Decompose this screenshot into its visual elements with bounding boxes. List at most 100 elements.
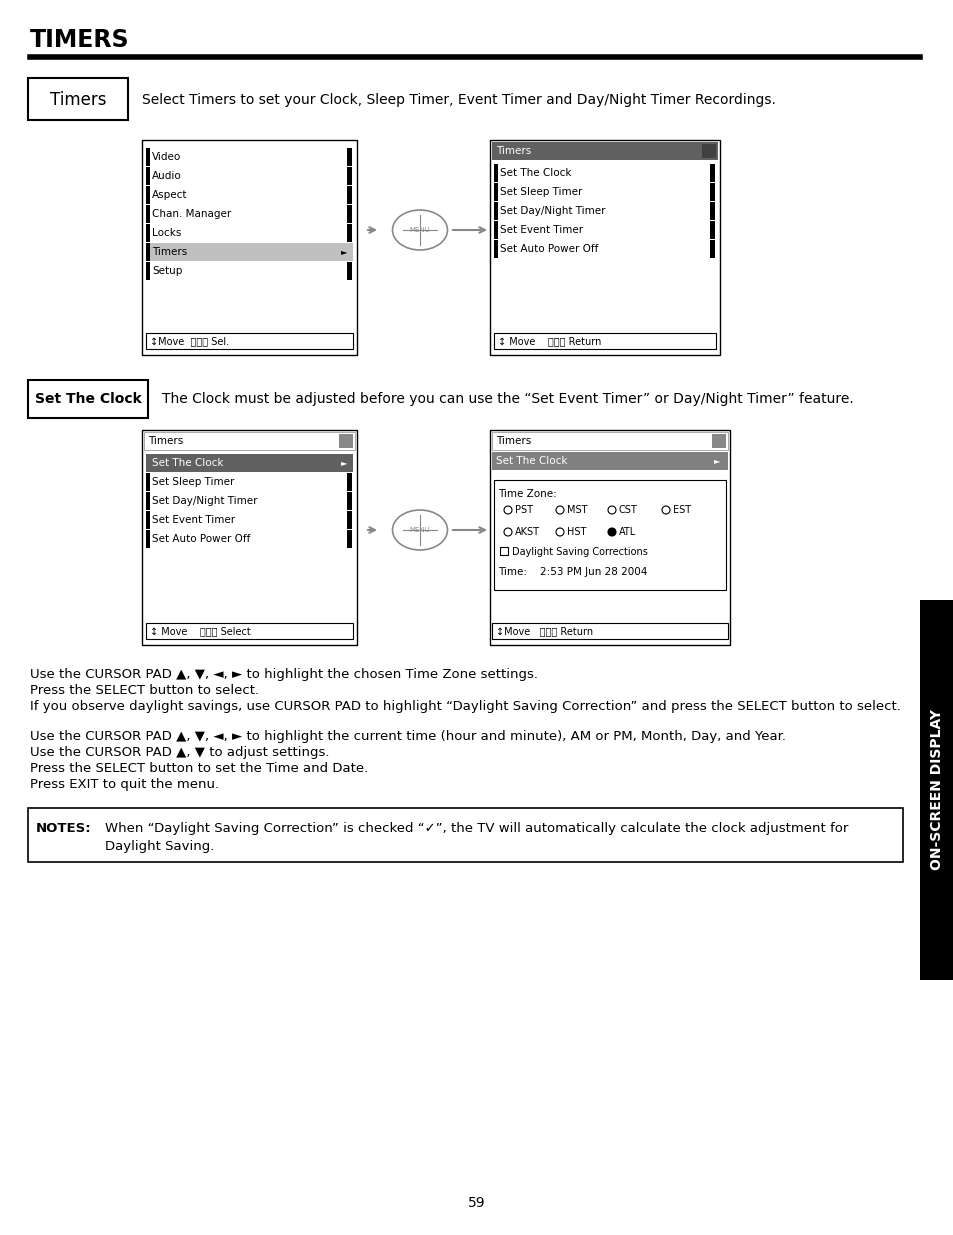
Text: Time:    2:53 PM Jun 28 2004: Time: 2:53 PM Jun 28 2004	[497, 567, 647, 577]
Bar	[492, 432, 727, 450]
Text: Setup: Setup	[152, 266, 182, 275]
Text: ↕Move   Ⓢⓔⓛ Return: ↕Move Ⓢⓔⓛ Return	[496, 626, 593, 636]
Bar	[347, 186, 352, 204]
Text: Chan. Manager: Chan. Manager	[152, 209, 231, 219]
Text: Video: Video	[152, 152, 181, 162]
Text: AKST: AKST	[515, 527, 539, 537]
Text: Press the SELECT button to select.: Press the SELECT button to select.	[30, 684, 259, 697]
Text: Set Day/Night Timer: Set Day/Night Timer	[499, 206, 605, 216]
Bar	[146, 186, 353, 204]
Text: Set The Clock: Set The Clock	[152, 458, 223, 468]
Text: Press EXIT to quit the menu.: Press EXIT to quit the menu.	[30, 778, 219, 790]
Bar	[492, 142, 718, 161]
Bar	[347, 262, 352, 280]
Bar	[494, 164, 716, 182]
Text: Use the CURSOR PAD ▲, ▼, ◄, ► to highlight the chosen Time Zone settings.: Use the CURSOR PAD ▲, ▼, ◄, ► to highlig…	[30, 668, 537, 680]
Bar	[494, 480, 725, 590]
Bar	[701, 144, 716, 158]
Bar	[347, 224, 352, 242]
Bar	[146, 167, 150, 185]
Bar	[494, 221, 716, 240]
Text: Select Timers to set your Clock, Sleep Timer, Event Timer and Day/Night Timer Re: Select Timers to set your Clock, Sleep T…	[142, 93, 775, 107]
Bar	[709, 221, 714, 240]
Bar	[490, 140, 720, 354]
Text: Press the SELECT button to set the Time and Date.: Press the SELECT button to set the Time …	[30, 762, 368, 776]
Bar	[492, 622, 727, 638]
Text: ►: ►	[713, 457, 720, 466]
Text: ►: ►	[340, 458, 347, 468]
Bar	[347, 148, 352, 165]
Bar	[499, 547, 507, 555]
Bar	[146, 333, 353, 350]
Text: Timers: Timers	[496, 146, 531, 156]
Text: PST: PST	[515, 505, 533, 515]
Bar	[146, 530, 353, 548]
Bar	[142, 140, 356, 354]
Text: Set Auto Power Off: Set Auto Power Off	[152, 534, 250, 543]
Bar	[494, 183, 716, 201]
Bar	[146, 492, 353, 510]
Text: If you observe daylight savings, use CURSOR PAD to highlight “Daylight Saving Co: If you observe daylight savings, use CUR…	[30, 700, 900, 713]
Bar	[494, 240, 497, 258]
Text: Set Event Timer: Set Event Timer	[152, 515, 234, 525]
Bar	[146, 148, 353, 165]
Text: Set Sleep Timer: Set Sleep Timer	[499, 186, 581, 198]
Bar	[494, 164, 497, 182]
Text: Aspect: Aspect	[152, 190, 188, 200]
Bar	[711, 433, 725, 448]
Circle shape	[607, 529, 616, 536]
Bar	[347, 473, 352, 492]
Bar	[146, 511, 353, 529]
Bar	[146, 224, 150, 242]
Bar	[28, 78, 128, 120]
Bar	[28, 380, 148, 417]
Bar	[709, 203, 714, 220]
Bar	[347, 511, 352, 529]
Bar	[146, 473, 353, 492]
Bar	[492, 452, 727, 471]
Bar	[494, 221, 497, 240]
Text: Set The Clock: Set The Clock	[34, 391, 141, 406]
Bar	[347, 167, 352, 185]
Text: MST: MST	[566, 505, 587, 515]
Bar	[494, 203, 497, 220]
Bar	[146, 167, 353, 185]
Bar	[347, 205, 352, 224]
Text: CST: CST	[618, 505, 638, 515]
Text: Audio: Audio	[152, 170, 182, 182]
Bar	[494, 240, 716, 258]
Text: Set The Clock: Set The Clock	[499, 168, 571, 178]
Text: Timers: Timers	[152, 247, 187, 257]
Text: ↕ Move    Ⓢⓔⓛ Return: ↕ Move Ⓢⓔⓛ Return	[497, 336, 600, 346]
Text: ↕Move  Ⓢⓔⓛ Sel.: ↕Move Ⓢⓔⓛ Sel.	[150, 336, 229, 346]
Bar	[146, 454, 353, 472]
Text: Locks: Locks	[152, 228, 181, 238]
Text: Set Event Timer: Set Event Timer	[499, 225, 582, 235]
Text: NOTES:: NOTES:	[36, 823, 91, 835]
Text: Daylight Saving.: Daylight Saving.	[105, 840, 214, 853]
Bar	[146, 530, 150, 548]
Text: Use the CURSOR PAD ▲, ▼ to adjust settings.: Use the CURSOR PAD ▲, ▼ to adjust settin…	[30, 746, 329, 760]
Bar	[490, 430, 729, 645]
Text: The Clock must be adjusted before you can use the “Set Event Timer” or Day/Night: The Clock must be adjusted before you ca…	[162, 391, 853, 406]
Text: Use the CURSOR PAD ▲, ▼, ◄, ► to highlight the current time (hour and minute), A: Use the CURSOR PAD ▲, ▼, ◄, ► to highlig…	[30, 730, 785, 743]
Bar	[494, 333, 716, 350]
Text: EST: EST	[672, 505, 690, 515]
Bar	[146, 148, 150, 165]
Text: ►: ►	[340, 247, 347, 257]
Text: HST: HST	[566, 527, 586, 537]
Text: Timers: Timers	[148, 436, 183, 446]
Text: ATL: ATL	[618, 527, 636, 537]
Text: Set Sleep Timer: Set Sleep Timer	[152, 477, 234, 487]
Bar	[709, 164, 714, 182]
Bar	[494, 203, 716, 220]
Bar	[28, 808, 902, 862]
Bar	[146, 205, 150, 224]
Text: Time Zone:: Time Zone:	[497, 489, 557, 499]
Bar	[146, 224, 353, 242]
Bar	[347, 492, 352, 510]
Text: Set Day/Night Timer: Set Day/Night Timer	[152, 496, 257, 506]
Text: ON-SCREEN DISPLAY: ON-SCREEN DISPLAY	[929, 709, 943, 871]
Text: MENU: MENU	[409, 227, 430, 233]
Bar	[709, 183, 714, 201]
